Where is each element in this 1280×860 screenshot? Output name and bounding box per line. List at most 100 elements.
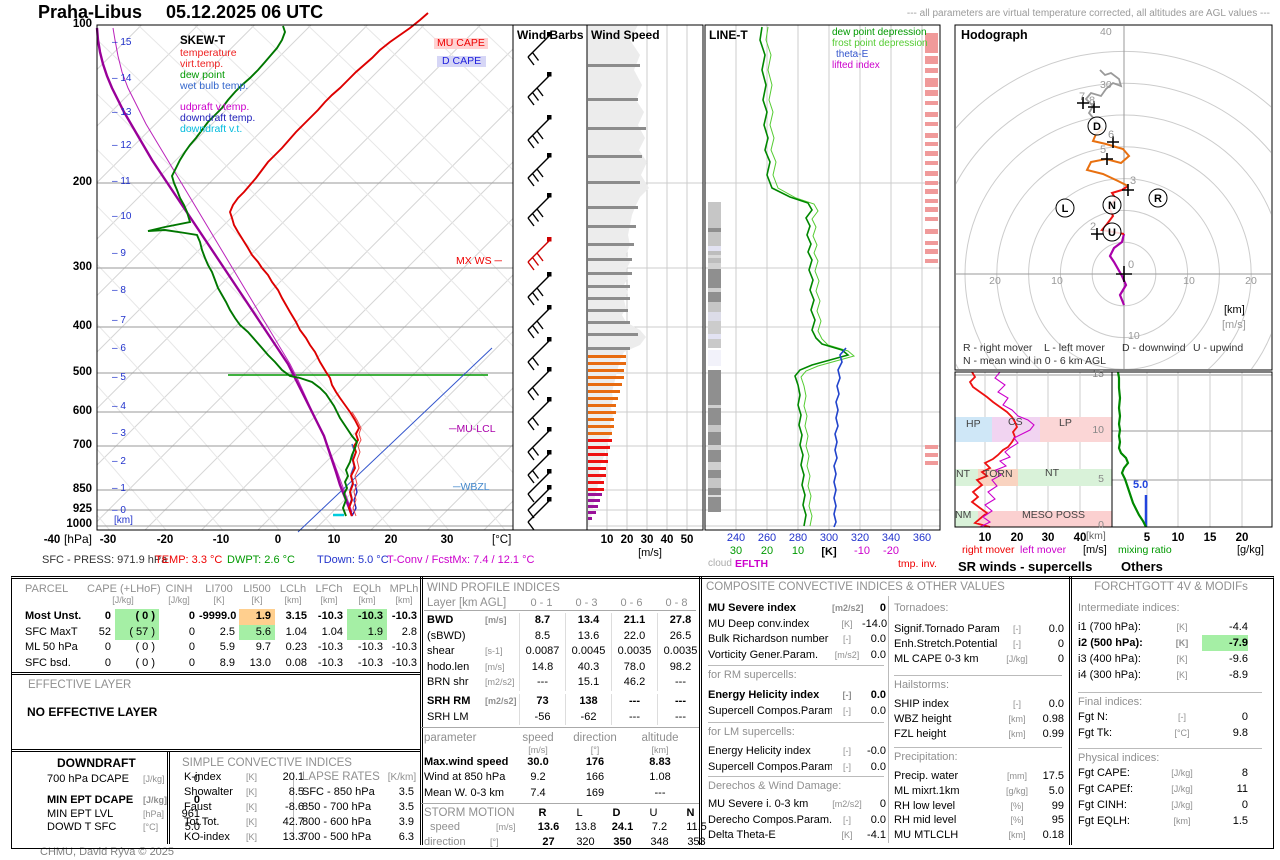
wind-speed-bar — [588, 127, 646, 130]
temp-inversion-bar — [925, 181, 938, 185]
downdraft-row: DOWD T SFC [°C] 5.0 — [47, 821, 200, 834]
cloud-layer-block — [708, 339, 721, 348]
cloud-layer-block — [708, 292, 721, 302]
ws-axis-unit: [m/s] — [638, 547, 662, 559]
wind-profile-row: BWD [m/s] 8.7 13.4 21.1 27.8 — [427, 613, 703, 629]
wind-speed-bar — [588, 460, 608, 463]
wind-speed-bar — [588, 376, 624, 379]
sr-winds-panel-border — [954, 371, 1113, 528]
hodo-cross-marker — [1116, 266, 1132, 282]
divider — [12, 749, 420, 752]
mx-ws-label: MX WS ─ — [456, 255, 502, 267]
pressure-tick: 925 — [72, 503, 92, 515]
k-tick: 280 — [788, 532, 808, 544]
wind-profile-layer-header: Layer [km AGL] 0 - 1 0 - 3 0 - 6 0 - 8 — [427, 597, 688, 609]
legend-updraft-vtemp: udpraft v.temp. — [180, 101, 250, 113]
wind-speed-bar — [588, 425, 614, 428]
composite-g1: MU Severe index [m2/s2] 0 MU Deep conv.ind… — [708, 601, 888, 663]
param-row: Mean W. 0-3 km 7.4 169 --- — [424, 786, 666, 799]
cloud-layer-block — [708, 228, 721, 232]
cloud-layer-block — [708, 202, 721, 228]
sr-tick: 40 — [1073, 532, 1087, 544]
sfc-press-value: SFC - PRESS: 971.9 hPa — [42, 554, 168, 566]
hodo-legend-l: L - left mover — [1044, 342, 1105, 354]
km-axis-unit: [km] — [114, 515, 133, 526]
depression-tick: 20 — [760, 545, 774, 557]
hodo-level-crosses — [1077, 97, 1134, 282]
wind-profile-rows: BWD [m/s] 8.7 13.4 21.1 27.8 (sBWD) 8.5 … — [427, 613, 703, 691]
hodo-storm-marker: D — [1087, 116, 1107, 136]
cloud-layer-block — [708, 405, 721, 408]
composite-row: Delta Theta-E [K] -4.1 — [708, 829, 886, 841]
composite-row: ML mixrt.1km [g/kg] 5.0 — [894, 784, 1064, 797]
temp-inversion-bar — [925, 453, 938, 457]
li700-header: LI700 — [205, 583, 233, 595]
composite-row: MU Severe index [m2/s2] 0 — [708, 602, 886, 614]
li-tick: -20 — [883, 545, 899, 557]
lapse-rate-row: 850 - 700 hPa 3.5 — [302, 801, 414, 813]
lapse-rate-row: 700 - 500 hPa 6.3 — [302, 831, 414, 843]
forchtgott-row: Fgt CAPEf: [J/kg] 11 — [1078, 783, 1248, 795]
cloud-layer-block — [708, 370, 721, 405]
wind-speed-bar — [588, 499, 600, 502]
cloud-label: cloud — [708, 558, 732, 569]
legend-downdraft-temp: downdraft temp. — [180, 112, 256, 124]
simple-index-row: Tot.Tot. [K] 42.7 — [184, 816, 304, 828]
storm-motion-col: R — [538, 807, 547, 819]
temp-tick: -20 — [156, 534, 174, 546]
others-panel-title: Others — [1121, 559, 1163, 574]
band-label-nt1: NT — [956, 468, 970, 480]
temp-inversion-bar — [925, 229, 938, 234]
forchtgott-g1: i1 (700 hPa): [K] -4.4 i2 (500 hPa): [K] -7.… — [1078, 619, 1248, 683]
km-tick: – 4 — [112, 401, 126, 412]
forchtgott-row: Fgt EQLH: [km] 1.5 — [1078, 815, 1248, 827]
sr-km-tick: 10 — [1092, 424, 1104, 436]
storm-direction-value: 350 — [613, 836, 632, 848]
virt-temp-curve — [351, 411, 362, 517]
storm-speed-value: 24.1 — [611, 821, 634, 833]
k-tick: 340 — [881, 532, 901, 544]
composite-row: Precip. water [mm] 17.5 — [894, 770, 1064, 782]
wind-speed-bar — [588, 355, 626, 358]
hodo-cross-marker — [1122, 184, 1134, 196]
wind-barb-icon — [527, 304, 553, 339]
linet-title: LINE-T — [709, 28, 748, 42]
temp-tick: -10 — [212, 534, 230, 546]
temp-inversion-bar — [925, 33, 938, 53]
temp-inversion-bar — [925, 199, 938, 203]
dewpoint-depression-curve — [759, 26, 850, 527]
composite-row: ML CAPE 0-3 km [J/kg] 0 — [894, 652, 1064, 665]
temp-tick: -40 — [43, 534, 61, 546]
composite-row: RH low level [%] 99 — [894, 799, 1064, 812]
band-label-meso: MESO POSS — [1022, 509, 1086, 521]
wind-barb-icon — [527, 114, 553, 149]
k-axis-unit: [K] — [821, 546, 837, 558]
composite-rg3: Precip. water [mm] 17.5 ML mixrt.1km [g/kg]… — [894, 769, 1066, 843]
rm-supercells-subheader: for RM supercells: — [708, 665, 884, 681]
credit: CHMU, David Rýva © 2025 — [40, 846, 175, 858]
downdraft-title: DOWNDRAFT — [57, 756, 136, 770]
lapse-rate-row: 800 - 600 hPa 3.9 — [302, 816, 414, 828]
wind-barb-icon — [527, 152, 553, 187]
wind-speed-bar — [588, 432, 612, 435]
storm-motion-col: N — [686, 807, 695, 819]
cloud-layer-column — [708, 202, 721, 512]
precipitation-subheader: Precipitation: — [894, 747, 1062, 763]
hodo-trace-0-1km — [1108, 233, 1128, 306]
composite-g4: MU Severe i. 0-3 km [m2/s2] 0 Derecho Comp… — [708, 797, 888, 844]
km-tick: – 11 — [112, 176, 131, 187]
km-tick: – 0 — [112, 505, 126, 516]
simple-index-row: Faust [K] -8.6 — [184, 801, 304, 813]
cloud-layer-block — [708, 251, 721, 255]
gkg-unit: [g/kg] — [1237, 544, 1264, 556]
band-label-nt2: NT — [1045, 467, 1059, 479]
wind-speed-bar — [588, 505, 598, 508]
cloud-layer-block — [708, 232, 721, 246]
temp-inversion-bar — [925, 171, 938, 176]
legend-lifted-index: lifted index — [832, 60, 880, 71]
composite-rg1: Signif.Tornado Param. [-] 0.0 Enh.Stretch.… — [894, 622, 1066, 666]
km-tick: – 10 — [112, 211, 132, 222]
srh-rows: SRH RM [m2/s2] 73 138 --- --- SRH LM -56… — [427, 694, 703, 726]
cloud-layer-block — [708, 312, 721, 321]
cape-header: CAPE (+LHoF) — [87, 583, 161, 595]
